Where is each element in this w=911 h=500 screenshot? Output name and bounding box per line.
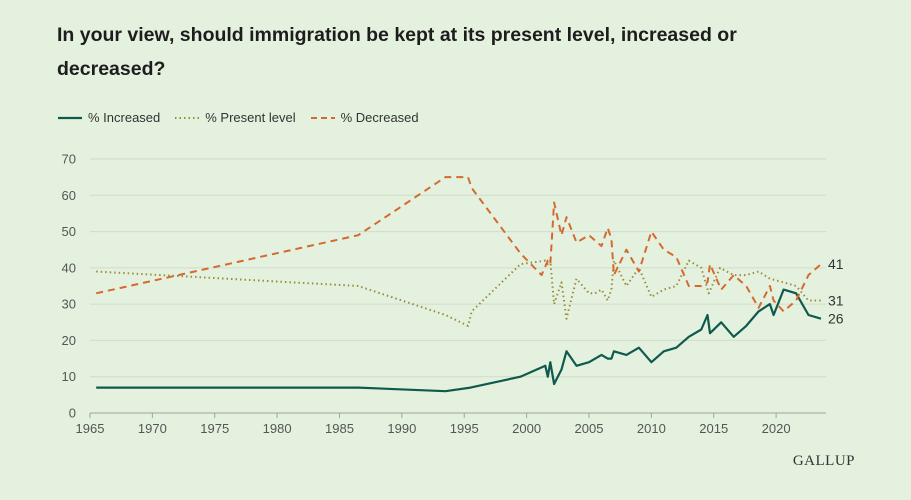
legend-swatch-increased: [58, 116, 82, 119]
x-tick-label: 2010: [637, 421, 666, 436]
x-tick-label: 1980: [263, 421, 292, 436]
x-tick-label: 1975: [200, 421, 229, 436]
legend-item-increased: % Increased: [57, 110, 160, 125]
legend-label-present-level: % Present level: [205, 110, 296, 125]
series-line-present-level: [96, 259, 821, 327]
legend-item-present-level: % Present level: [174, 110, 296, 125]
y-tick-label: 10: [62, 369, 76, 384]
chart-title: In your view, should immigration be kept…: [57, 24, 737, 80]
y-tick-label: 50: [62, 224, 76, 239]
y-tick-label: 60: [62, 188, 76, 203]
chart-legend: % Increased % Present level % Decreased: [57, 110, 419, 125]
x-tick-label: 2015: [699, 421, 728, 436]
legend-swatch-decreased: [310, 116, 335, 119]
y-tick-label: 30: [62, 297, 76, 312]
x-tick-label: 1985: [325, 421, 354, 436]
end-label-decreased: 41: [828, 256, 844, 272]
x-tick-label: 1970: [138, 421, 167, 436]
y-tick-label: 20: [62, 333, 76, 348]
legend-label-decreased: % Decreased: [340, 110, 419, 125]
series-line-increased: [96, 288, 822, 393]
x-tick-label: 2020: [762, 421, 791, 436]
series-line-decreased: [95, 176, 822, 313]
end-label-present-level: 31: [828, 293, 844, 309]
gallup-logo: GALLUP: [792, 453, 855, 469]
x-tick-label: 1990: [387, 421, 416, 436]
end-label-increased: 26: [828, 311, 844, 327]
x-tick-label: 2005: [575, 421, 604, 436]
x-tick-label: 1995: [450, 421, 479, 436]
y-tick-label: 70: [62, 152, 76, 167]
legend-item-decreased: % Decreased: [310, 110, 419, 125]
y-tick-label: 40: [62, 260, 76, 275]
y-tick-label: 0: [69, 406, 76, 421]
x-tick-label: 2000: [512, 421, 541, 436]
x-tick-label: 1965: [76, 421, 105, 436]
legend-label-increased: % Increased: [88, 110, 161, 125]
